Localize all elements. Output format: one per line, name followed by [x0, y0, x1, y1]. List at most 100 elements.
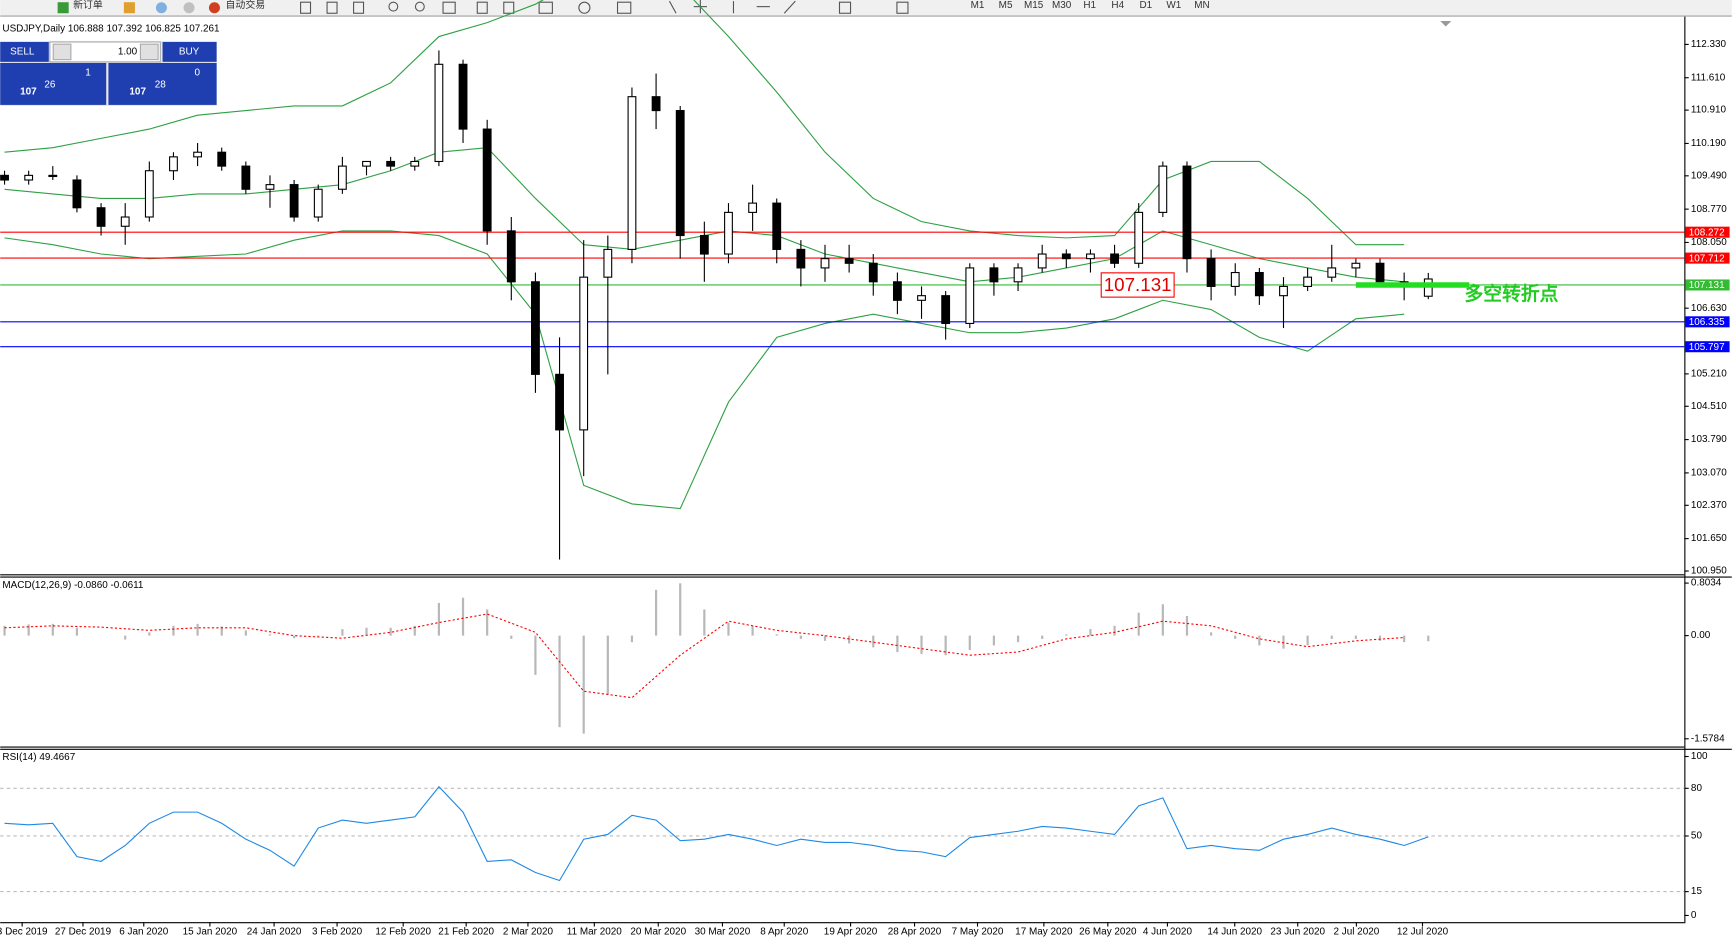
toolbar-icon[interactable]	[155, 2, 167, 14]
y-tick-label: 102.370	[1691, 500, 1727, 511]
y-tick-label: 111.610	[1691, 72, 1726, 83]
y-tick-label: 103.790	[1691, 434, 1727, 445]
timeframe[interactable]: W1	[1166, 0, 1181, 11]
sell-price-big: 107	[20, 86, 37, 97]
y-tick-label: 80	[1691, 783, 1703, 794]
toolbar	[0, 0, 1732, 16]
candle-body	[265, 184, 275, 190]
candle-body	[289, 184, 299, 218]
rsi-line	[4, 785, 1429, 882]
price-level-tag	[1685, 279, 1730, 291]
x-tick-label: 28 Apr 2020	[888, 927, 942, 938]
candle-body	[579, 276, 589, 431]
price-level-label: 107.712	[1689, 253, 1725, 264]
price-level-label: 106.335	[1689, 317, 1725, 328]
sell-button[interactable]	[0, 41, 49, 62]
new-order[interactable]: 新订单	[73, 0, 103, 11]
candle-body	[892, 281, 902, 301]
candle-body	[699, 234, 709, 255]
y-tick-label: 109.490	[1691, 170, 1727, 181]
tool-icon[interactable]	[353, 1, 365, 14]
annotation: 多空转折点	[1465, 282, 1559, 304]
trendline-tool[interactable]	[783, 0, 796, 14]
candle-body	[362, 160, 371, 167]
x-tick-label: 7 May 2020	[952, 927, 1004, 938]
timeframe[interactable]: M30	[1052, 0, 1072, 11]
tool-icon[interactable]	[503, 1, 515, 14]
lot-down[interactable]	[52, 43, 72, 61]
candle-body	[72, 179, 82, 209]
y-tick-label: -1.5784	[1691, 733, 1725, 744]
y-tick-label: 0	[1691, 910, 1697, 921]
trade-panel: SELL 1.00 BUY 107 26 1 107 28 0	[0, 40, 217, 107]
cursor-tool[interactable]	[668, 0, 677, 14]
timeframe[interactable]: H1	[1083, 0, 1096, 11]
tool-icon[interactable]	[300, 1, 312, 14]
y-tick-label: 50	[1691, 831, 1703, 842]
tool-icon[interactable]	[616, 1, 632, 14]
y-tick-label: 112.330	[1691, 39, 1727, 50]
x-tick-label: 30 Mar 2020	[695, 927, 751, 938]
tool-icon[interactable]	[538, 1, 553, 14]
x-tick-label: 8 Apr 2020	[760, 927, 808, 938]
y-tick-label: 108.770	[1691, 204, 1727, 215]
toolbar-tools	[300, 0, 909, 14]
level-callout-box	[1100, 272, 1175, 298]
buy-price[interactable]	[108, 62, 217, 105]
candle-body	[1206, 258, 1216, 287]
buy-price-big: 107	[129, 86, 146, 97]
toolbar-icon[interactable]	[183, 2, 195, 14]
tool-icon[interactable]	[578, 1, 591, 14]
chart-shift-marker	[1440, 20, 1452, 27]
chart-title: USDJPY,Daily 106.888 107.392 106.825 107…	[2, 23, 220, 34]
timeframe[interactable]: M5	[999, 0, 1013, 11]
y-tick-label: 0.8034	[1691, 578, 1722, 589]
x-tick-label: 27 Dec 2019	[55, 927, 112, 938]
sell-price-pips: 26	[44, 80, 56, 91]
sell-price[interactable]	[0, 62, 107, 105]
lot-value[interactable]: 1.00	[118, 47, 138, 58]
sell-label[interactable]: SELL	[10, 47, 35, 58]
new-order-icon[interactable]	[57, 2, 69, 14]
x-tick-label: 21 Feb 2020	[438, 927, 494, 938]
tool-icon[interactable]	[476, 1, 488, 14]
candle-body	[820, 258, 830, 269]
tool-icon[interactable]	[442, 1, 456, 14]
auto-trading-icon[interactable]	[208, 2, 220, 14]
candle-body	[482, 128, 492, 232]
zoom-out[interactable]	[414, 1, 425, 12]
candle-body	[48, 174, 58, 178]
timeframe[interactable]: M15	[1024, 0, 1044, 11]
x-tick-label: 20 Mar 2020	[630, 927, 686, 938]
timeframe[interactable]: M1	[971, 0, 985, 11]
candle-body	[1134, 211, 1144, 264]
buy-label[interactable]: BUY	[179, 47, 200, 58]
candle-body	[675, 110, 685, 237]
lot-input[interactable]	[49, 41, 161, 63]
zoom-in[interactable]	[388, 1, 399, 12]
x-tick-label: 26 May 2020	[1079, 927, 1137, 938]
candle-body	[24, 174, 34, 181]
tool-icon[interactable]	[838, 1, 852, 14]
y-tick-label: 104.510	[1691, 401, 1727, 412]
x-tick-label: 14 Jun 2020	[1207, 927, 1262, 938]
timeframe[interactable]: MN	[1194, 0, 1209, 11]
auto-trading[interactable]: 自动交易	[225, 0, 265, 11]
tool-icon[interactable]	[326, 1, 338, 14]
candle-body	[458, 63, 468, 130]
macd-signal	[4, 613, 1405, 699]
candle-body	[796, 248, 806, 269]
candle-body	[844, 258, 854, 264]
timeframe[interactable]: H4	[1111, 0, 1124, 11]
buy-button[interactable]	[162, 41, 217, 62]
y-tick-label: 101.650	[1691, 533, 1727, 544]
tool-icon[interactable]	[896, 1, 909, 14]
timeframe[interactable]: D1	[1139, 0, 1152, 11]
candle-body	[169, 156, 178, 172]
timeframes: M1 M5 M15 M30 H1 H4 D1 W1 MN	[971, 0, 1210, 11]
lot-up[interactable]	[139, 43, 159, 61]
bollinger-band	[4, 230, 1405, 510]
toolbar-icon[interactable]	[123, 2, 135, 14]
